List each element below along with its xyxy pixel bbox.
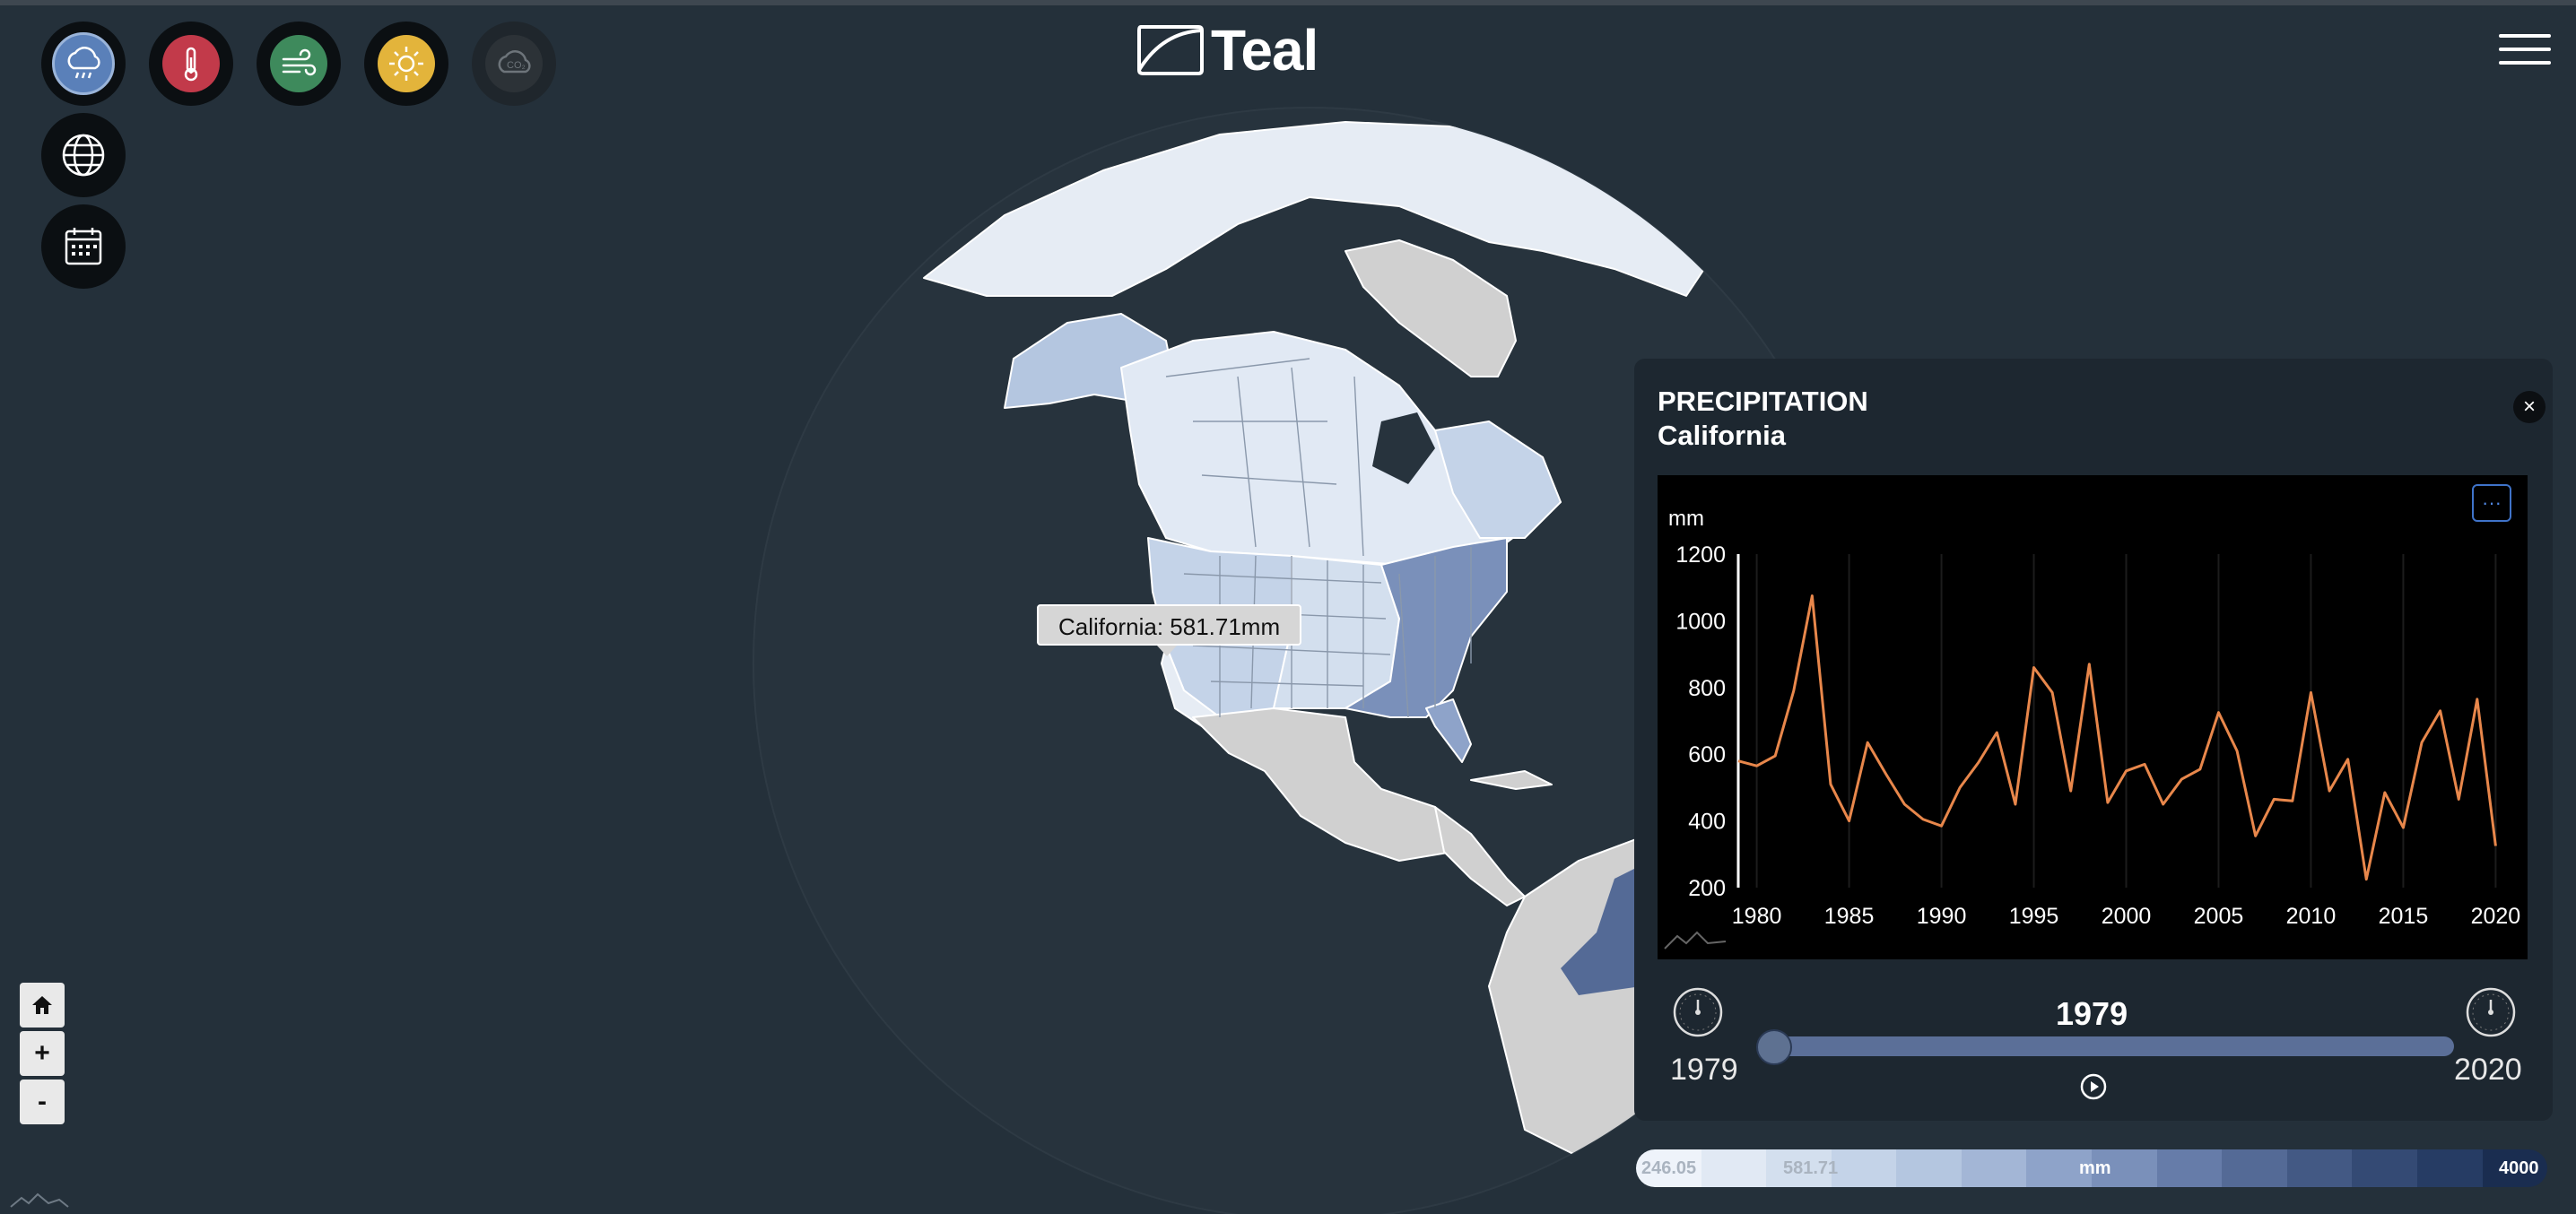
chart-svg: mm 1980 1985 1990 1995 2000 2005 2010 2015 2020 12… xyxy=(1664,507,2521,950)
region-tooltip: California: 581.71mm xyxy=(1037,604,1302,646)
chart-overview-icon xyxy=(1664,931,1727,950)
x-tick-label: 2000 xyxy=(2102,904,2152,929)
y-tick-label: 1200 xyxy=(1675,542,1726,568)
legend-swatch xyxy=(2352,1149,2417,1187)
legend-swatch xyxy=(2222,1149,2287,1187)
menu-line xyxy=(2499,34,2551,38)
legend-swatch xyxy=(1896,1149,1962,1187)
zoom-out-button[interactable]: - xyxy=(20,1080,65,1124)
y-tick-label: 800 xyxy=(1688,676,1726,701)
timeline-start-year: 1979 xyxy=(1670,1053,1738,1087)
y-tick-label: 1000 xyxy=(1675,609,1726,634)
x-tick-label: 1995 xyxy=(2009,904,2059,929)
menu-line xyxy=(2499,48,2551,51)
co2-layer-button[interactable]: CO₂ xyxy=(472,22,556,106)
legend-swatch xyxy=(1961,1149,2027,1187)
teal-logo: Teal xyxy=(1136,20,1342,81)
info-panel: PRECIPITATION California × mm 1980 1985 199… xyxy=(1634,359,2553,1121)
co2-cloud-icon: CO₂ xyxy=(485,35,543,92)
legend-swatch xyxy=(1766,1149,1832,1187)
east-canada xyxy=(1434,421,1562,539)
legend-swatch xyxy=(2026,1149,2093,1187)
x-tick-label: 2020 xyxy=(2471,904,2521,929)
temperature-layer-button[interactable] xyxy=(149,22,233,106)
precipitation-series-line xyxy=(1737,594,2497,881)
window-top-border xyxy=(0,0,2576,5)
sunshine-layer-button[interactable] xyxy=(364,22,448,106)
x-tick-label: 2015 xyxy=(2379,904,2429,929)
thermometer-icon xyxy=(162,35,220,92)
mini-chart-icon xyxy=(10,1192,69,1208)
legend-current-label: 581.71 xyxy=(1783,1158,1839,1178)
timeline-slider-handle[interactable] xyxy=(1756,1029,1792,1065)
end-clock-icon xyxy=(2466,987,2516,1037)
hudson-bay xyxy=(1372,412,1435,484)
y-tick-label: 400 xyxy=(1688,810,1726,835)
timeline-slider-track[interactable] xyxy=(1776,1036,2454,1056)
panel-subtitle: California xyxy=(1658,420,1786,451)
teal-logo-mark xyxy=(1137,25,1204,75)
florida xyxy=(1425,698,1472,763)
globe-view-button[interactable] xyxy=(41,113,126,197)
home-icon xyxy=(32,996,52,1014)
legend-max-label: 4000 xyxy=(2499,1158,2539,1178)
legend-swatch xyxy=(1701,1149,1767,1187)
start-clock-icon xyxy=(1673,987,1723,1037)
y-tick-label: 200 xyxy=(1688,876,1726,901)
calendar-icon xyxy=(55,218,112,275)
x-tick-label: 1980 xyxy=(1732,904,1782,929)
zoom-in-button[interactable]: + xyxy=(20,1031,65,1076)
panel-title: PRECIPITATION xyxy=(1658,386,1868,417)
legend-swatch xyxy=(2416,1149,2483,1187)
tooltip-pointer xyxy=(1157,646,1177,656)
wind-icon xyxy=(270,35,327,92)
legend-swatch xyxy=(1636,1149,1701,1187)
y-tick-label: 600 xyxy=(1688,742,1726,767)
legend-swatch xyxy=(2482,1149,2547,1187)
x-tick-label: 2010 xyxy=(2286,904,2337,929)
logo-text: Teal xyxy=(1211,18,1318,82)
arctic-landmass xyxy=(923,121,1705,297)
color-scale-legend xyxy=(1636,1149,2547,1187)
greenland xyxy=(1345,239,1517,377)
cloud-rain-icon xyxy=(52,32,115,95)
x-tick-label: 2005 xyxy=(2194,904,2244,929)
menu-line xyxy=(2499,61,2551,65)
legend-swatch xyxy=(2092,1149,2157,1187)
y-axis-unit-label: mm xyxy=(1668,507,1704,531)
wind-layer-button[interactable] xyxy=(257,22,341,106)
legend-unit-label: mm xyxy=(2079,1158,2111,1178)
precipitation-layer-button[interactable] xyxy=(41,22,126,106)
x-tick-label: 1985 xyxy=(1824,904,1875,929)
central-america xyxy=(1434,806,1526,906)
legend-min-label: 246.05 xyxy=(1641,1158,1697,1178)
x-tick-label: 1990 xyxy=(1917,904,1967,929)
precipitation-chart: mm 1980 1985 1990 1995 2000 2005 2010 2015 2020 12… xyxy=(1658,475,2528,959)
sun-icon xyxy=(378,35,435,92)
current-year: 1979 xyxy=(2056,995,2128,1032)
legend-swatch xyxy=(2156,1149,2223,1187)
home-button[interactable] xyxy=(20,983,65,1028)
chart-options-button[interactable]: ··· xyxy=(2472,484,2511,522)
close-panel-button[interactable]: × xyxy=(2513,391,2546,423)
cuba xyxy=(1470,770,1553,790)
svg-text:CO₂: CO₂ xyxy=(507,60,526,71)
hamburger-menu-button[interactable] xyxy=(2499,34,2551,66)
legend-swatch xyxy=(2286,1149,2353,1187)
play-button[interactable] xyxy=(2079,1072,2108,1101)
timeline-end-year: 2020 xyxy=(2454,1053,2522,1087)
globe-icon xyxy=(55,126,112,184)
legend-swatch xyxy=(1831,1149,1897,1187)
calendar-button[interactable] xyxy=(41,204,126,289)
